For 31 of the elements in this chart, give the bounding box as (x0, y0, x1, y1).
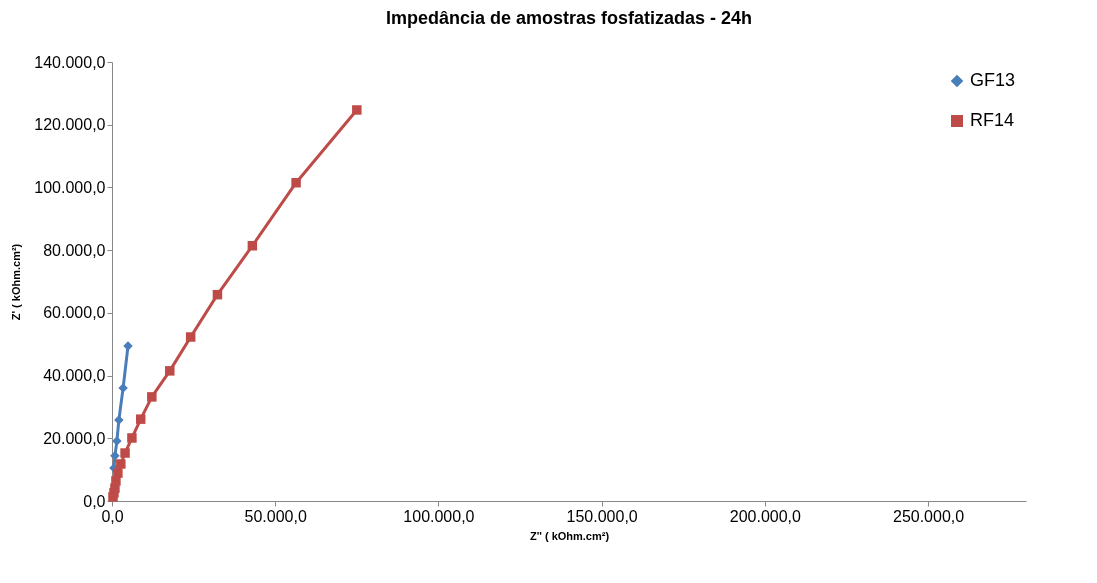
point (127, 433, 137, 443)
x-tick-label: 50.000,0 (244, 507, 307, 525)
chart-title: Impedância de amostras fosfatizadas - 24h (385, 8, 753, 28)
x-tick-label: 250.000,0 (892, 507, 965, 525)
y-tick-label: 60.000,0 (43, 304, 106, 322)
y-tick-label: 40.000,0 (43, 367, 106, 385)
point (185, 332, 196, 342)
y-axis-title: Z' ( kOhm.cm²) (10, 243, 23, 321)
point (352, 105, 362, 115)
point (113, 468, 123, 478)
point (212, 289, 223, 300)
x-axis-title: Z'' ( kOhm.cm²) (529, 529, 610, 542)
x-tick-label: 150.000,0 (566, 507, 638, 525)
point (135, 414, 146, 424)
point (120, 448, 130, 458)
point (165, 366, 175, 376)
y-tick-label: 120.000,0 (34, 116, 106, 134)
y-tick-label: 20.000,0 (43, 429, 106, 447)
y-tick-label: 140.000,0 (34, 53, 106, 71)
x-tick-label: 100.000,0 (403, 507, 475, 525)
legend-label: RF14 (970, 110, 1015, 130)
point (116, 459, 126, 469)
point (147, 392, 157, 402)
x-tick-label: 0,0 (101, 507, 124, 525)
x-tick-label: 200.000,0 (729, 507, 802, 525)
point (247, 241, 258, 251)
point (291, 177, 301, 188)
y-tick-label: 100.000,0 (34, 178, 106, 196)
legend-label: GF13 (970, 70, 1016, 90)
y-tick-label: 0,0 (83, 492, 106, 510)
y-tick-label: 80.000,0 (43, 241, 106, 259)
